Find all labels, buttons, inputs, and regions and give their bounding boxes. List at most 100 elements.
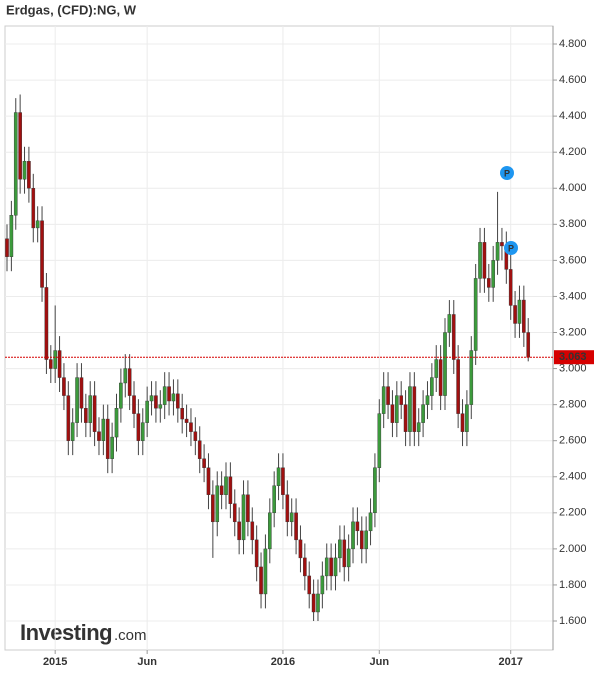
y-tick-label: 1.600 <box>559 615 587 627</box>
candle-body <box>373 467 377 514</box>
candle-body <box>447 314 452 333</box>
candle-body <box>351 521 355 550</box>
candle-body <box>377 413 382 468</box>
candle-body <box>364 530 368 550</box>
candle-body <box>346 548 351 568</box>
y-tick-label: 3.600 <box>559 254 587 266</box>
candle-body <box>469 350 474 405</box>
candle-body <box>232 503 237 523</box>
candle-body <box>53 350 57 369</box>
candle-body <box>403 404 408 432</box>
y-tick-label: 4.600 <box>559 74 587 86</box>
candle-body <box>123 368 128 384</box>
x-tick-label: Jun <box>137 656 157 668</box>
candle-body <box>154 395 158 409</box>
candle-body <box>79 377 84 409</box>
pivot-marker <box>504 241 518 255</box>
last-price-box <box>554 350 594 365</box>
y-tick-label: 1.800 <box>559 579 587 591</box>
candle-body <box>44 287 49 360</box>
candle-body <box>5 238 9 257</box>
y-tick-label: 4.000 <box>559 182 587 194</box>
candle-body <box>149 395 154 402</box>
candle-body <box>320 575 325 595</box>
candle-body <box>430 377 434 396</box>
candle-body <box>303 557 307 577</box>
candle-body <box>522 299 526 333</box>
logo: Investing <box>20 620 112 645</box>
candle-body <box>508 269 513 306</box>
candle-body <box>416 422 421 432</box>
candle-body <box>158 404 163 409</box>
candle-body <box>421 404 425 423</box>
candle-body <box>395 395 399 423</box>
candle-body <box>13 112 18 216</box>
candle-body <box>215 485 220 523</box>
candle-body <box>329 557 333 577</box>
candle-body <box>451 314 456 360</box>
candle-body <box>62 377 66 396</box>
y-tick-label: 2.800 <box>559 399 587 411</box>
candle-body <box>88 395 93 423</box>
candle-body <box>390 404 395 423</box>
candle-body <box>127 368 132 396</box>
candle-body <box>500 242 504 247</box>
candle-body <box>206 467 211 495</box>
candle-body <box>408 386 412 432</box>
candle-body <box>495 242 500 261</box>
candle-body <box>272 485 276 514</box>
candle-body <box>298 539 303 559</box>
candle-body <box>276 467 281 486</box>
candle-body <box>241 494 246 541</box>
candle-body <box>355 521 360 532</box>
candle-body <box>49 359 53 369</box>
candle-body <box>27 161 31 189</box>
candle-body <box>18 112 22 180</box>
candle-body <box>224 476 228 495</box>
y-tick-label: 3.000 <box>559 362 587 374</box>
candle-body <box>386 386 390 405</box>
candle-body <box>368 512 373 532</box>
candle-body <box>307 575 312 595</box>
candle-body <box>342 539 347 568</box>
logo-suffix: .com <box>114 627 147 644</box>
candle-body <box>294 512 298 541</box>
candle-body <box>219 485 224 495</box>
candle-body <box>517 299 522 324</box>
candle-body <box>9 215 14 257</box>
candle-body <box>491 260 495 288</box>
candle-body <box>311 593 316 613</box>
candle-body <box>70 422 75 441</box>
candle-body <box>22 161 27 180</box>
y-tick-label: 4.800 <box>559 38 587 50</box>
candle-body <box>456 359 460 414</box>
candle-body <box>399 395 404 405</box>
candle-body <box>482 242 487 279</box>
candle-body <box>202 458 206 468</box>
candle-body <box>526 332 531 358</box>
candle-body <box>136 413 141 441</box>
candle-body <box>473 278 478 351</box>
y-tick-label: 4.400 <box>559 110 587 122</box>
candle-body <box>478 242 482 279</box>
x-tick-label: 2015 <box>43 656 67 668</box>
x-tick-label: 2017 <box>498 656 522 668</box>
candle-body <box>324 557 329 577</box>
candle-body <box>487 278 491 288</box>
candle-body <box>289 512 294 523</box>
y-tick-label: 2.600 <box>559 435 587 447</box>
candle-body <box>434 359 439 378</box>
candle-body <box>145 400 149 423</box>
pivot-label: P <box>508 243 514 253</box>
candle-body <box>465 404 469 432</box>
candle-body <box>333 557 338 577</box>
candle-body <box>75 377 79 423</box>
candle-body <box>105 418 110 459</box>
candle-body <box>66 395 71 441</box>
candle-body <box>110 436 114 459</box>
candle-body <box>359 530 364 550</box>
candle-body <box>263 548 268 595</box>
candle-body <box>176 393 180 409</box>
pivot-label: P <box>504 168 510 178</box>
